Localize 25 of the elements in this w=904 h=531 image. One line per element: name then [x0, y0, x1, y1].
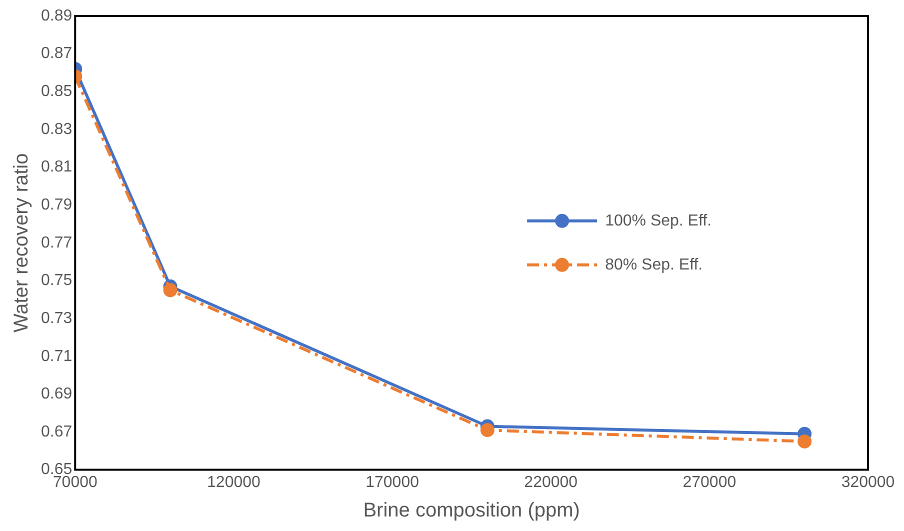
y-tick-label: 0.71 — [41, 348, 72, 365]
y-tick-label: 0.79 — [41, 196, 72, 214]
legend-label: 100% Sep. Eff. — [605, 212, 712, 230]
point — [480, 423, 494, 438]
y-tick-label: 0.67 — [41, 423, 72, 440]
y-tick-label: 0.85 — [41, 83, 72, 100]
y-tick-label: 0.73 — [41, 310, 72, 327]
y-tick-label: 0.75 — [41, 272, 72, 290]
x-tick-label: 270000 — [682, 474, 736, 491]
x-tick-label: 70000 — [52, 474, 98, 491]
x-axis-title: Brine composition (ppm) — [363, 500, 580, 522]
y-tick-label: 0.83 — [41, 120, 72, 138]
point — [798, 434, 812, 448]
y-tick-label: 0.89 — [41, 7, 72, 24]
x-tick-label: 120000 — [207, 474, 261, 491]
y-tick-label: 0.77 — [41, 234, 72, 252]
x-tick-label: 220000 — [524, 474, 578, 491]
x-tick-label: 170000 — [366, 474, 420, 491]
y-axis-title: Water recovery ratio — [10, 153, 33, 333]
legend-label: 80% Sep. Eff. — [605, 256, 703, 274]
y-tick-label: 0.87 — [41, 45, 72, 62]
y-tick-label: 0.81 — [41, 158, 72, 176]
x-tick-label: 320000 — [841, 474, 895, 491]
y-tick-label: 0.69 — [41, 386, 72, 403]
point — [163, 283, 178, 298]
